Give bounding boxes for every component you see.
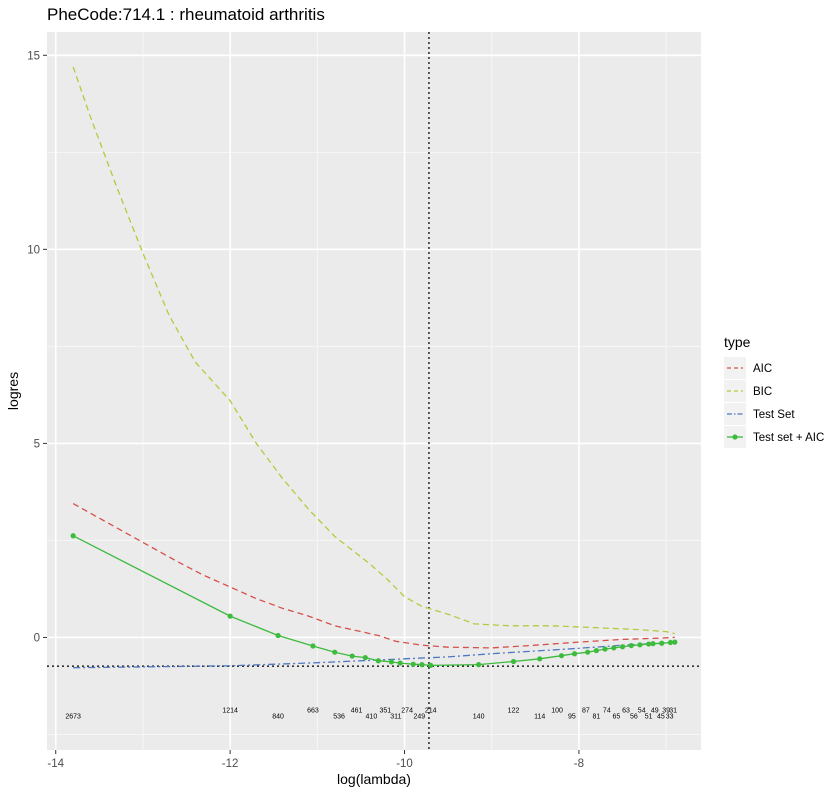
- point-test-set-aic: [332, 649, 338, 655]
- count-annotation: 122: [508, 707, 520, 714]
- point-test-set-aic: [650, 641, 656, 647]
- y-tick-label: 10: [27, 244, 40, 256]
- count-annotation: 65: [613, 714, 621, 721]
- point-test-set-aic: [362, 655, 368, 661]
- count-annotation: 56: [630, 714, 638, 721]
- count-annotation: 663: [307, 707, 319, 714]
- point-test-set-aic: [275, 632, 281, 639]
- legend-label-test-set-aic: Test set + AIC: [753, 432, 824, 444]
- count-annotation: 63: [622, 707, 630, 714]
- count-annotation: 31: [669, 707, 677, 714]
- x-axis-label: log(lambda): [337, 771, 411, 787]
- x-axis: -14 -12 -10 -8: [47, 750, 584, 770]
- chart-title: PheCode:714.1 : rheumatoid arthritis: [47, 5, 325, 24]
- reference-lines: [47, 32, 701, 750]
- point-test-set-aic: [602, 646, 608, 652]
- point-test-set-aic: [585, 649, 591, 655]
- count-annotation: 54: [638, 707, 646, 714]
- x-tick-label: -12: [222, 758, 239, 770]
- count-annotation: 461: [351, 707, 363, 714]
- point-test-set-aic: [571, 651, 578, 657]
- count-annotation: 51: [645, 714, 653, 721]
- point-test-set-aic: [646, 641, 652, 647]
- point-test-set-aic: [476, 662, 482, 668]
- count-annotation: 311: [390, 714, 401, 721]
- count-annotation: 39: [662, 707, 670, 714]
- count-annotation: 1214: [222, 707, 238, 714]
- y-tick-label: 15: [27, 50, 40, 62]
- grid-major: [47, 32, 701, 750]
- plot-panel: [47, 32, 701, 750]
- point-test-set-aic: [619, 644, 626, 650]
- point-test-set-aic: [659, 640, 665, 646]
- point-test-set-aic: [558, 653, 565, 659]
- count-annotation: 45: [657, 714, 665, 721]
- count-annotation: 100: [551, 707, 563, 714]
- point-test-set-aic: [428, 662, 434, 668]
- point-test-set-aic: [349, 653, 355, 659]
- point-test-set-aic: [611, 645, 617, 651]
- count-annotation: 87: [582, 707, 590, 714]
- count-annotation: 49: [651, 707, 659, 714]
- count-annotation: 2673: [65, 714, 81, 721]
- point-test-set-aic: [227, 613, 233, 619]
- point-test-set-aic: [537, 656, 543, 662]
- point-test-set-aic: [667, 639, 674, 646]
- point-test-set-aic: [397, 660, 403, 666]
- count-annotation: 410: [366, 714, 378, 721]
- point-test-set-aic: [410, 661, 416, 667]
- count-annotation: 81: [592, 714, 600, 721]
- count-annotation: 140: [473, 714, 485, 721]
- x-tick-label: -8: [574, 758, 584, 770]
- point-test-set-aic: [70, 533, 76, 539]
- x-tick-label: -10: [396, 758, 413, 770]
- count-annotation: 249: [414, 714, 426, 721]
- count-annotation: 74: [603, 707, 611, 714]
- point-test-set-aic: [628, 642, 634, 649]
- point-test-set-aic: [419, 662, 425, 668]
- legend-items: AIC BIC Test Set Test set + AIC: [724, 357, 824, 448]
- legend: type AIC BIC Test Set Test set + AIC: [724, 334, 824, 448]
- count-annotation: 114: [534, 714, 545, 721]
- point-test-set-aic: [672, 639, 678, 645]
- point-test-set-aic: [637, 642, 643, 648]
- point-test-set-aic: [310, 643, 316, 649]
- legend-label-bic: BIC: [753, 386, 772, 398]
- count-annotation: 95: [568, 714, 576, 721]
- series-line-bic: [72, 66, 675, 635]
- point-test-set-aic: [388, 659, 395, 665]
- count-annotation: 351: [379, 707, 391, 714]
- legend-label-aic: AIC: [753, 363, 772, 375]
- count-annotation: 840: [272, 714, 284, 721]
- count-annotation: 33: [666, 714, 674, 721]
- y-tick-label: 0: [34, 632, 40, 644]
- legend-marker-test-set-aic: [732, 434, 738, 440]
- grid-minor: [47, 32, 701, 750]
- y-axis-label: logres: [5, 372, 21, 410]
- count-annotation: 274: [401, 707, 413, 714]
- series-layer: [70, 66, 678, 669]
- count-annotation: 214: [425, 707, 437, 714]
- legend-label-test-set: Test Set: [753, 409, 795, 421]
- y-tick-label: 5: [34, 438, 40, 450]
- point-test-set-aic: [593, 648, 599, 654]
- point-test-set-aic: [510, 658, 517, 665]
- x-tick-label: -14: [47, 758, 64, 770]
- count-annotation: 536: [333, 714, 345, 721]
- y-axis: 0 5 10 15: [27, 50, 47, 644]
- series-line-aic: [72, 503, 675, 649]
- legend-title: type: [724, 334, 751, 350]
- point-test-set-aic: [375, 658, 381, 664]
